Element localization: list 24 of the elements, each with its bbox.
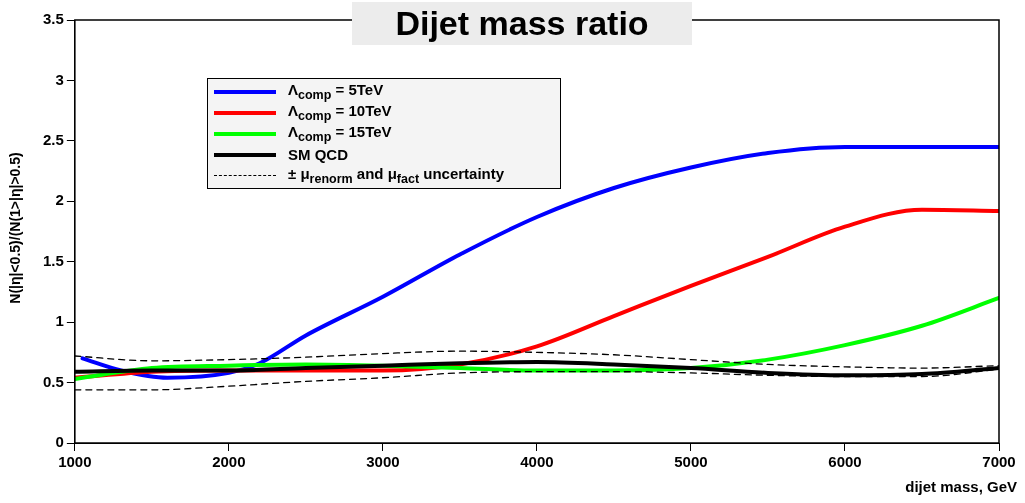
x-tick-label: 6000 bbox=[828, 453, 862, 471]
chart-title: Dijet mass ratio bbox=[352, 2, 692, 45]
x-tick-label: 5000 bbox=[674, 453, 708, 471]
legend-label: Λ$_{comp}$ = 10TeV bbox=[288, 102, 392, 123]
y-tick-label: 3.5 bbox=[42, 10, 64, 28]
y-axis-title: N(|η|<0.5)/(N(1>|η|>0.5) bbox=[7, 151, 23, 306]
legend-label: ± μ$_{renorm}$ and μ$_{fact}$ uncertainty bbox=[288, 165, 505, 186]
y-tick-label: 2.5 bbox=[42, 131, 64, 148]
x-tick-label: 2000 bbox=[212, 453, 246, 471]
legend-label: Λ$_{comp}$ = 5TeV bbox=[288, 81, 384, 102]
x-tick-label: 4000 bbox=[520, 453, 554, 471]
y-tick-label: 0 bbox=[55, 433, 64, 451]
y-tick-label: 0.5 bbox=[42, 372, 64, 390]
line-series bbox=[80, 144, 999, 380]
legend-label: SM QCD bbox=[288, 146, 348, 163]
x-tick-label: 7000 bbox=[982, 453, 1016, 471]
y-tick-label: 2 bbox=[55, 191, 64, 209]
x-tick-label: 1000 bbox=[58, 453, 92, 471]
y-tick-label: 1 bbox=[55, 312, 64, 330]
legend-label: Λ$_{comp}$ = 15TeV bbox=[288, 123, 392, 144]
y-tick-label: 1.5 bbox=[42, 251, 64, 269]
y-tick-label: 3 bbox=[55, 70, 64, 88]
x-axis-title: dijet mass, GeV bbox=[905, 478, 1017, 495]
x-tick-label: 3000 bbox=[366, 453, 400, 471]
